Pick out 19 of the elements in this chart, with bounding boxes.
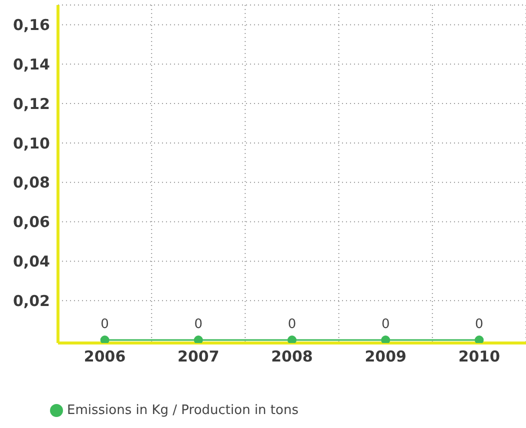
- y-tick-label: 0,14: [12, 55, 50, 74]
- x-tick-label: 2009: [364, 348, 406, 366]
- y-tick-label: 0,06: [12, 213, 50, 232]
- y-tick-label: 0,12: [12, 94, 50, 113]
- x-tick-label: 2008: [271, 348, 313, 366]
- legend-label: Emissions in Kg / Production in tons: [67, 403, 298, 418]
- y-tick-label: 0,02: [12, 292, 50, 310]
- y-tick-label: 0,08: [12, 174, 50, 192]
- x-tick-label: 2010: [458, 348, 500, 366]
- y-tick-label: 0,16: [12, 16, 50, 34]
- y-tick-label: 0,10: [12, 134, 50, 152]
- data-label: 0: [475, 317, 484, 332]
- data-label: 0: [100, 317, 109, 332]
- y-tick-label: 0,04: [12, 252, 50, 271]
- x-tick-label: 2007: [178, 348, 220, 366]
- x-tick-label: 2006: [84, 348, 126, 366]
- data-label: 0: [194, 317, 203, 332]
- data-label: 0: [381, 317, 390, 332]
- data-label: 0: [288, 317, 296, 332]
